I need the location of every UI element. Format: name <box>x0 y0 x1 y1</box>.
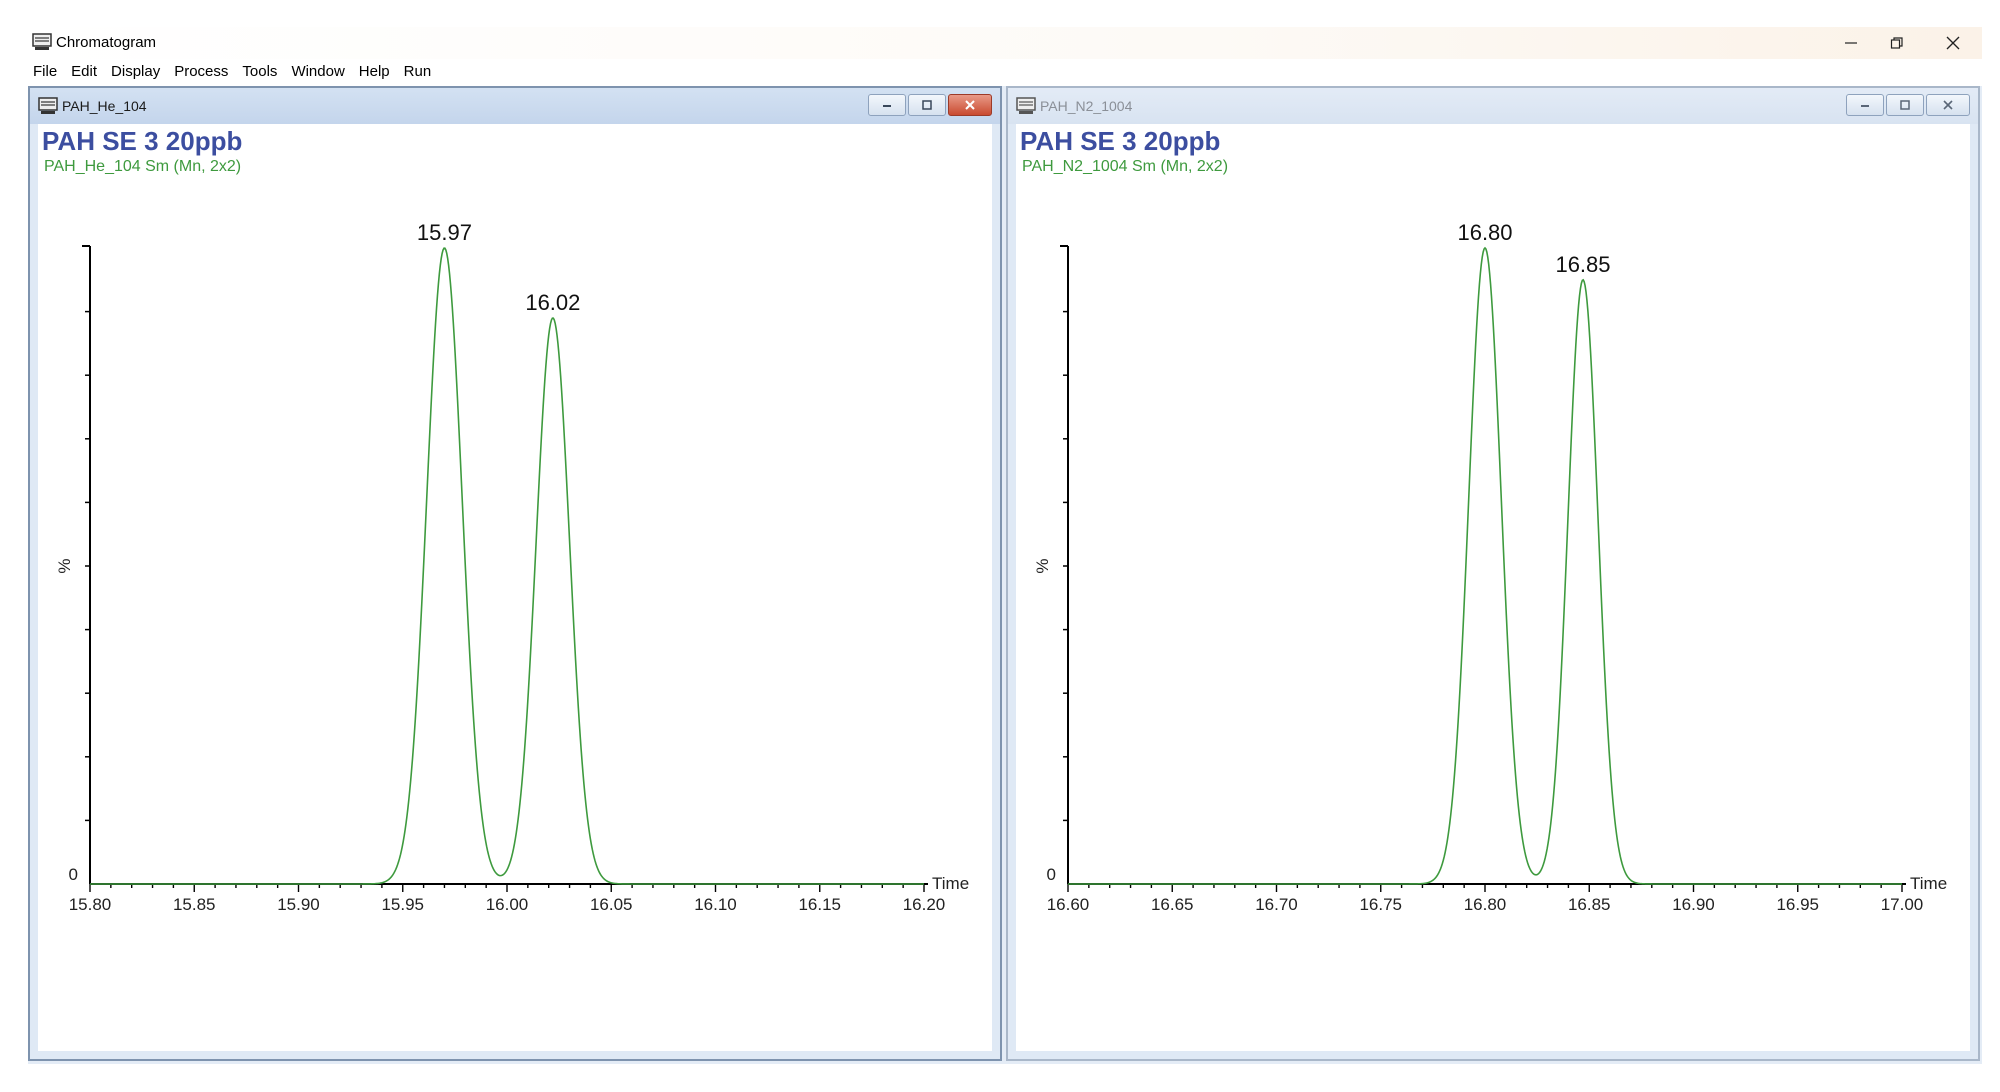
y-zero-label: 0 <box>69 865 78 884</box>
chromatogram-icon <box>38 97 58 114</box>
minimize-icon <box>1861 105 1869 107</box>
x-tick-label: 16.60 <box>1047 895 1090 914</box>
x-tick-label: 16.70 <box>1255 895 1298 914</box>
chromatogram-trace <box>90 247 924 885</box>
chromatogram-window-he[interactable]: PAH_He_104 PAH SE 3 20ppb PAH_He_104 Sm <box>28 86 1002 1061</box>
mdi-workspace: PAH_He_104 PAH SE 3 20ppb PAH_He_104 Sm <box>28 86 1982 1064</box>
x-axis-label: Time <box>932 874 969 893</box>
peak-label: 15.97 <box>417 220 472 245</box>
menu-window[interactable]: Window <box>291 63 345 80</box>
child-titlebar[interactable]: PAH_N2_1004 <box>1008 88 1978 124</box>
x-tick-label: 16.65 <box>1151 895 1194 914</box>
child-window-title: PAH_He_104 <box>62 98 147 114</box>
x-tick-label: 16.20 <box>903 895 946 914</box>
x-tick-label: 15.95 <box>381 895 424 914</box>
plot-subtitle: PAH_He_104 Sm (Mn, 2x2) <box>44 158 242 175</box>
child-minimize-button[interactable] <box>1846 94 1884 116</box>
x-tick-label: 16.10 <box>694 895 737 914</box>
plot-title: PAH SE 3 20ppb <box>42 126 243 156</box>
x-tick-label: 16.85 <box>1568 895 1611 914</box>
x-tick-label: 17.00 <box>1881 895 1924 914</box>
close-button[interactable] <box>1930 27 1976 59</box>
child-maximize-button[interactable] <box>908 94 946 116</box>
plot-area[interactable]: PAH SE 3 20ppb PAH_He_104 Sm (Mn, 2x2) 1… <box>38 124 992 1051</box>
menu-bar: File Edit Display Process Tools Window Help Run <box>26 59 1982 85</box>
app-title: Chromatogram <box>56 34 157 51</box>
menu-process[interactable]: Process <box>174 63 229 80</box>
child-titlebar[interactable]: PAH_He_104 <box>30 88 1000 124</box>
child-window-title: PAH_N2_1004 <box>1040 98 1133 114</box>
child-close-button[interactable] <box>1926 94 1970 116</box>
y-axis-label: % <box>1033 558 1052 573</box>
minimize-button[interactable] <box>1828 27 1874 59</box>
x-tick-label: 16.75 <box>1359 895 1402 914</box>
x-tick-label: 16.05 <box>590 895 633 914</box>
x-tick-label: 16.80 <box>1464 895 1507 914</box>
chromatogram-trace <box>1068 246 1902 885</box>
x-axis-label: Time <box>1910 874 1947 893</box>
x-tick-label: 15.90 <box>277 895 320 914</box>
child-maximize-button[interactable] <box>1886 94 1924 116</box>
menu-help[interactable]: Help <box>358 63 390 80</box>
peak-label: 16.85 <box>1555 252 1610 277</box>
menu-display[interactable]: Display <box>111 63 161 80</box>
y-axis-label: % <box>55 558 74 573</box>
chromatogram-window-n2[interactable]: PAH_N2_1004 PAH SE 3 20ppb PAH_N2_1004 S <box>1006 86 1980 1061</box>
close-icon <box>965 100 975 110</box>
app-icon <box>32 33 52 50</box>
app-titlebar: Chromatogram <box>26 27 1982 59</box>
menu-tools[interactable]: Tools <box>242 63 278 80</box>
close-icon <box>1946 36 1960 50</box>
restore-icon <box>1890 37 1903 49</box>
peak-label: 16.80 <box>1457 220 1512 245</box>
x-tick-label: 16.90 <box>1672 895 1715 914</box>
chromatogram-chart[interactable]: 16.60 16.65 16.70 16.75 16.80 16.85 16.90 16.95… <box>1016 124 1970 1051</box>
child-minimize-button[interactable] <box>868 94 906 116</box>
child-close-button[interactable] <box>948 94 992 116</box>
close-icon <box>1943 100 1953 110</box>
x-tick-label: 16.15 <box>798 895 841 914</box>
chromatogram-chart[interactable]: 15.80 15.85 15.90 15.95 16.00 16.05 16.10 16.15… <box>38 124 992 1051</box>
chromatogram-icon <box>1016 97 1036 114</box>
minimize-icon <box>883 105 891 107</box>
plot-area[interactable]: PAH SE 3 20ppb PAH_N2_1004 Sm (Mn, 2x2) … <box>1016 124 1970 1051</box>
y-zero-label: 0 <box>1047 865 1056 884</box>
x-tick-label: 16.00 <box>486 895 529 914</box>
menu-run[interactable]: Run <box>403 63 432 80</box>
plot-title: PAH SE 3 20ppb <box>1020 126 1221 156</box>
x-tick-label: 16.95 <box>1776 895 1819 914</box>
maximize-icon <box>922 100 932 110</box>
peak-label: 16.02 <box>525 290 580 315</box>
maximize-icon <box>1900 100 1910 110</box>
minimize-icon <box>1845 42 1857 44</box>
restore-button[interactable] <box>1874 27 1920 59</box>
plot-subtitle: PAH_N2_1004 Sm (Mn, 2x2) <box>1022 158 1229 175</box>
x-tick-label: 15.85 <box>173 895 216 914</box>
x-tick-label: 15.80 <box>69 895 112 914</box>
menu-file[interactable]: File <box>33 63 58 80</box>
menu-edit[interactable]: Edit <box>71 63 98 80</box>
